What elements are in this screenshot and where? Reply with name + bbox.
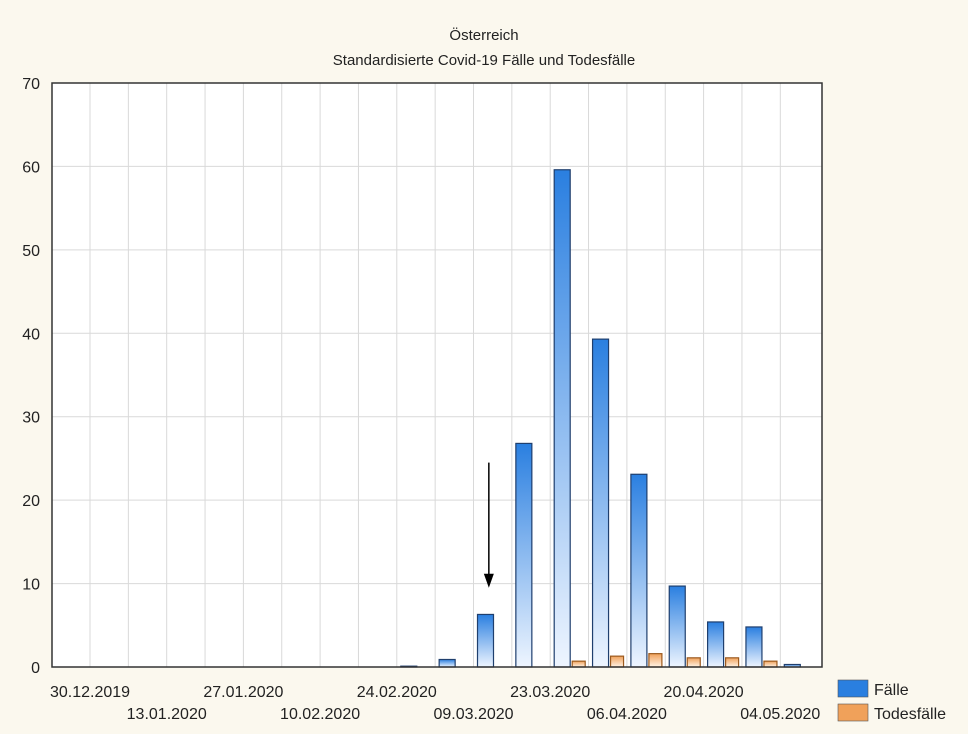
- chart-subtitle: Standardisierte Covid-19 Fälle und Todes…: [333, 52, 635, 69]
- x-tick-label: 23.03.2020: [510, 684, 590, 701]
- y-tick-label: 30: [22, 410, 40, 427]
- y-tick-label: 0: [31, 660, 40, 677]
- x-tick-label: 13.01.2020: [127, 706, 207, 723]
- bar-todesfaelle: [686, 657, 701, 668]
- bar-todesfaelle: [648, 653, 663, 668]
- legend-label: Todesfälle: [874, 706, 946, 723]
- plot-frame: [51, 82, 823, 668]
- bar-faelle: [438, 658, 456, 668]
- x-tick-label: 27.01.2020: [203, 684, 283, 701]
- annotation-arrow-head: [483, 573, 494, 588]
- y-tick-label: 20: [22, 493, 40, 510]
- bar-faelle: [706, 621, 725, 668]
- bar-faelle: [630, 473, 648, 668]
- y-tick-label: 50: [22, 243, 40, 260]
- x-tick-label: 30.12.2019: [50, 684, 130, 701]
- y-tick-label: 40: [22, 326, 40, 343]
- chart-title: Österreich: [449, 26, 518, 44]
- plot-area: [52, 83, 822, 667]
- x-tick-label: 20.04.2020: [664, 684, 744, 701]
- bar-todesfaelle: [724, 657, 740, 668]
- x-tick-label: 06.04.2020: [587, 706, 667, 723]
- bar-faelle: [476, 613, 495, 668]
- bar-todesfaelle: [571, 660, 586, 668]
- bar-todesfaelle: [763, 660, 778, 668]
- x-tick-label: 24.02.2020: [357, 684, 437, 701]
- bar-faelle: [515, 442, 533, 668]
- y-tick-label: 10: [22, 577, 40, 594]
- bar-faelle: [668, 585, 686, 668]
- x-tick-label: 10.02.2020: [280, 706, 360, 723]
- y-tick-label: 70: [22, 76, 40, 93]
- legend-swatch: [837, 679, 869, 698]
- legend-swatch: [837, 703, 869, 722]
- legend-label: Fälle: [874, 682, 909, 699]
- bar-todesfaelle: [609, 655, 625, 668]
- y-tick-label: 60: [22, 159, 40, 176]
- x-tick-label: 04.05.2020: [740, 706, 820, 723]
- bar-faelle: [553, 169, 571, 668]
- bar-faelle: [591, 338, 610, 668]
- x-tick-label: 09.03.2020: [433, 706, 513, 723]
- bar-faelle: [745, 626, 763, 668]
